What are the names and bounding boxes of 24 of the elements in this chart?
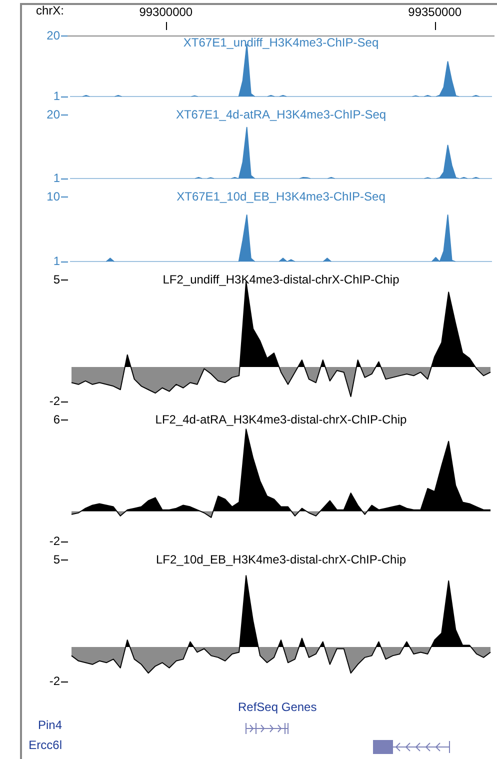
y-tick-label: -2 (49, 674, 60, 688)
y-tick-label: 6 (53, 412, 60, 426)
y-tick-label: -2 (49, 394, 60, 408)
y-tick-label: 20 (46, 28, 60, 42)
x2-axis-title: chrX: (36, 3, 64, 18)
y-tick-label: 5 (53, 272, 60, 286)
chart-title: LF2_10d_EB_H3K4me3-distal-chrX-ChIP-Chip (156, 552, 406, 566)
y-tick-label: 1 (53, 171, 60, 186)
chart-title: XT67E1_4d-atRA_H3K4me3-ChIP-Seq (176, 107, 386, 122)
text: Pin4 (38, 718, 62, 732)
x2-tick-label: 99300000 (139, 5, 193, 20)
y-tick-label: 20 (46, 107, 60, 122)
chart-title: LF2_undiff_H3K4me3-distal-chrX-ChIP-Chip (162, 272, 400, 286)
y-tick-label: 1 (53, 89, 60, 104)
text: Ercc6l (28, 738, 62, 752)
y-tick-label: 10 (46, 189, 60, 204)
x2-tick-label: 99350000 (408, 5, 462, 20)
y-tick-label: -2 (49, 534, 60, 548)
y-tick-label: 5 (53, 552, 60, 566)
chart-title: XT67E1_10d_EB_H3K4me3-ChIP-Seq (176, 189, 386, 204)
chart-title: LF2_4d-atRA_H3K4me3-distal-chrX-ChIP-Chip (155, 412, 408, 426)
text: RefSeq Genes (238, 700, 317, 714)
chart-title: XT67E1_undiff_H3K4me3-ChIP-Seq (183, 35, 379, 50)
y-tick-label: 1 (53, 254, 60, 268)
